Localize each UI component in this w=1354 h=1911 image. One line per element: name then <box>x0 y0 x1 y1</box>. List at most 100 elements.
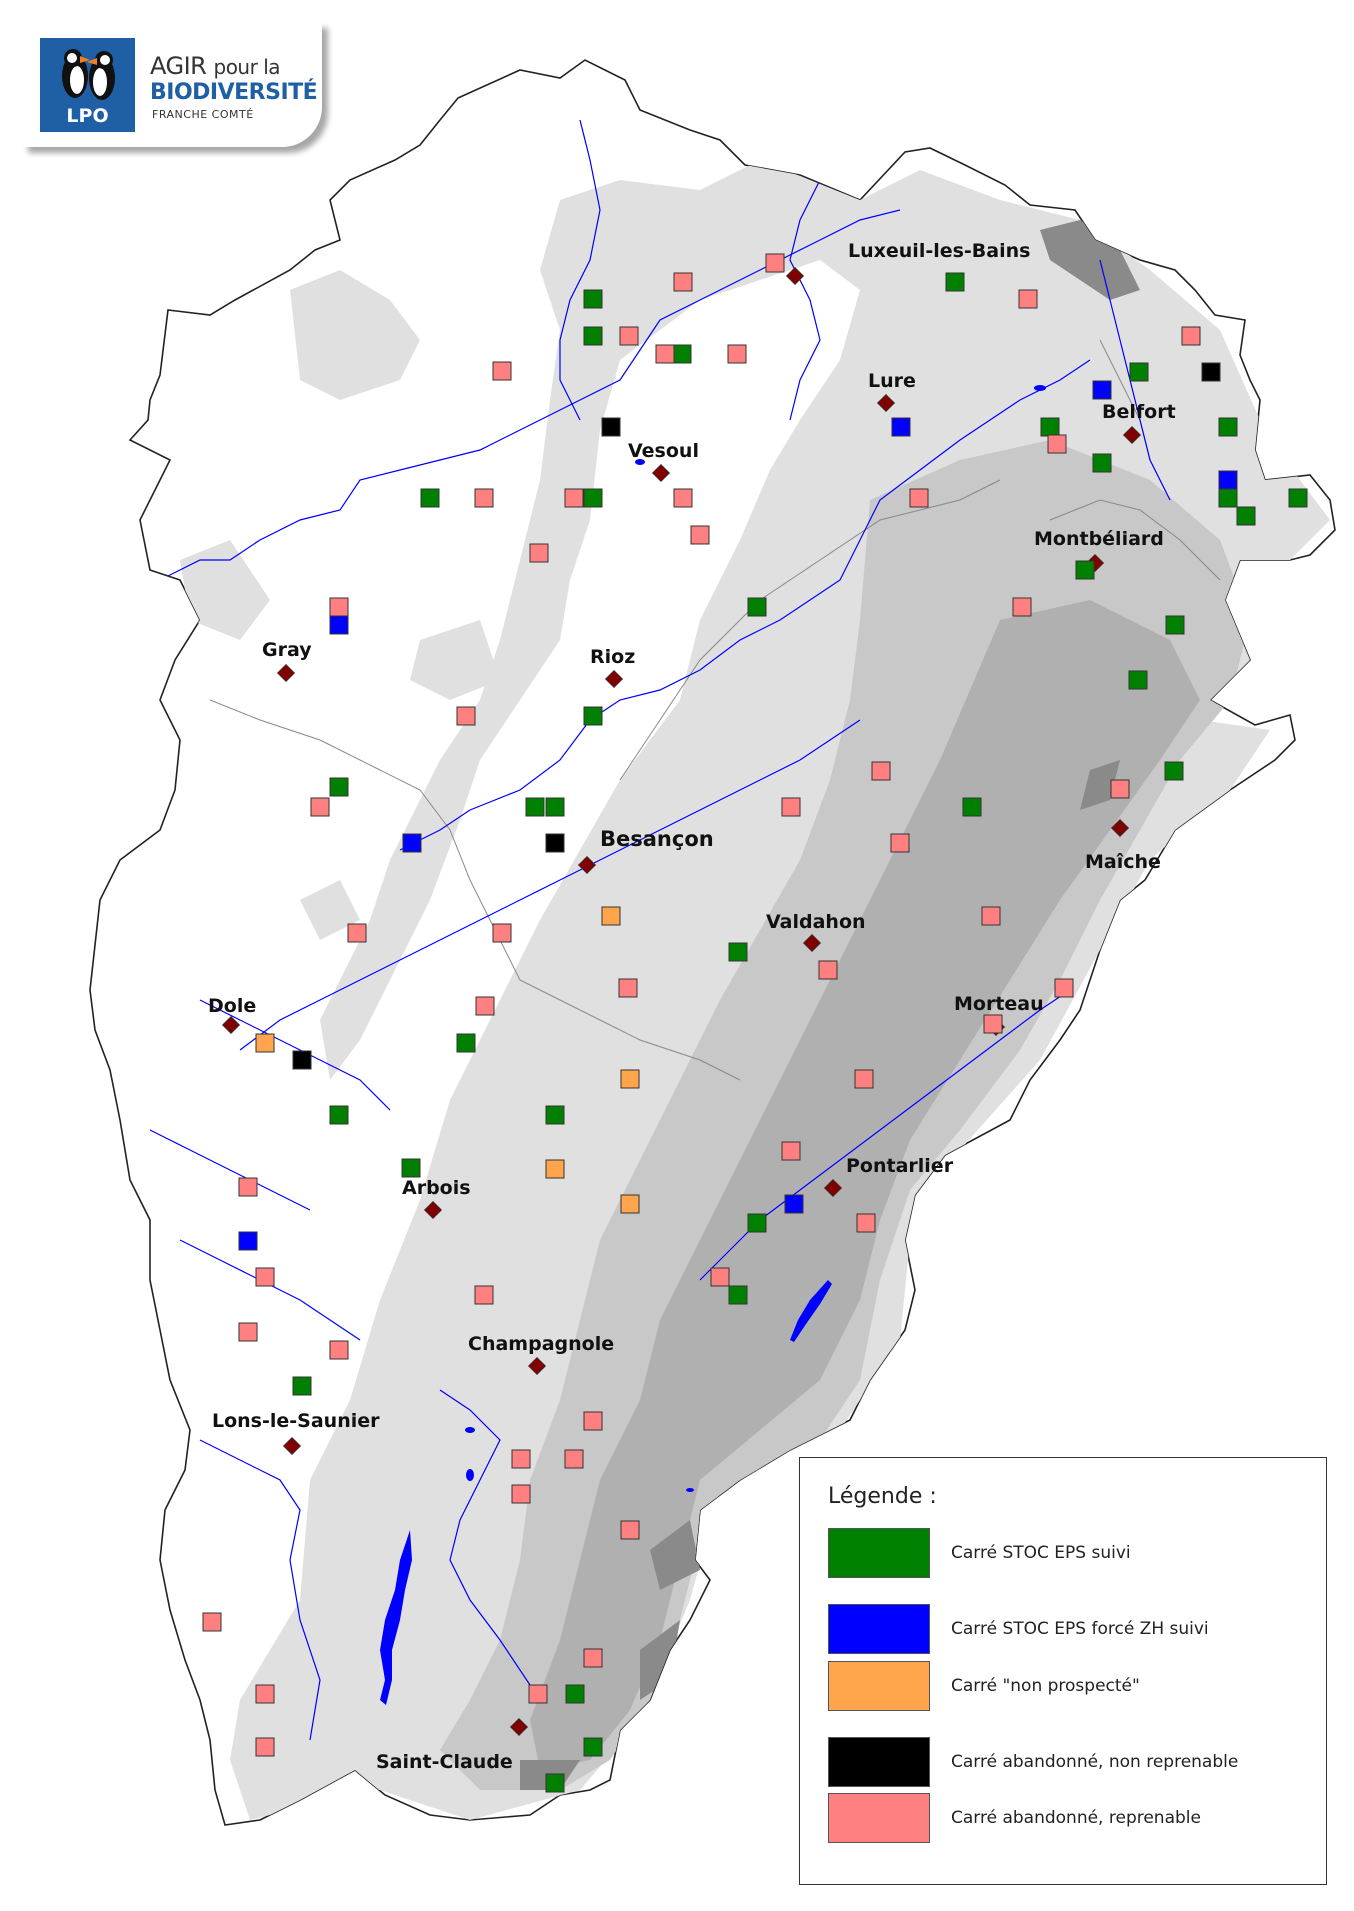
logo-biodiversite-text: BIODIVERSITÉ <box>150 80 318 105</box>
square-abandonne-rep <box>255 1737 275 1757</box>
square-suivi <box>728 942 748 962</box>
city-marker-saintclaude <box>509 1717 529 1737</box>
legend-item-force-zh: Carré STOC EPS forcé ZH suivi <box>828 1604 1308 1654</box>
square-suivi <box>583 706 603 726</box>
logo-agir-text: AGIR pour la <box>150 52 280 80</box>
square-abandonne-rep <box>1018 289 1038 309</box>
legend-title: Légende : <box>828 1484 937 1509</box>
square-suivi <box>420 488 440 508</box>
legend-label-suivi: Carré STOC EPS suivi <box>951 1543 1131 1563</box>
legend-label-abandonne-rep: Carré abandonné, reprenable <box>951 1808 1201 1828</box>
square-abandonne-rep <box>255 1684 275 1704</box>
square-abandonne-rep <box>564 1449 584 1469</box>
square-abandonne-rep <box>329 597 349 617</box>
square-non-prospecte <box>255 1033 275 1053</box>
square-suivi <box>1218 417 1238 437</box>
square-suivi <box>583 289 603 309</box>
city-label-pontarlier: Pontarlier <box>846 1155 954 1177</box>
square-abandonne-non <box>545 833 565 853</box>
city-label-morteau: Morteau <box>954 993 1044 1015</box>
square-abandonne-rep <box>347 923 367 943</box>
legend-label-abandonne-non: Carré abandonné, non reprenable <box>951 1752 1239 1772</box>
square-abandonne-rep <box>909 488 929 508</box>
square-abandonne-rep <box>981 906 1001 926</box>
square-abandonne-rep <box>727 344 747 364</box>
square-suivi <box>583 1737 603 1757</box>
square-abandonne-rep <box>818 960 838 980</box>
square-suivi <box>1075 560 1095 580</box>
city-label-maiche: Maîche <box>1085 851 1161 873</box>
city-label-arbois: Arbois <box>402 1177 471 1199</box>
city-label-gray: Gray <box>262 639 312 661</box>
square-abandonne-rep <box>1054 978 1074 998</box>
square-abandonne-rep <box>529 543 549 563</box>
square-abandonne-rep <box>329 1340 349 1360</box>
legend-label-force-zh: Carré STOC EPS forcé ZH suivi <box>951 1619 1209 1639</box>
square-abandonne-rep <box>1047 434 1067 454</box>
logo-lpo-text: LPO <box>66 105 109 127</box>
square-abandonne-rep <box>781 797 801 817</box>
square-abandonne-rep <box>983 1014 1003 1034</box>
square-suivi <box>329 1105 349 1125</box>
square-suivi <box>1128 670 1148 690</box>
city-marker-luxeuil <box>785 266 805 286</box>
legend-swatch-force-zh <box>828 1604 930 1654</box>
square-abandonne-rep <box>673 272 693 292</box>
square-suivi <box>583 488 603 508</box>
square-suivi <box>1288 488 1308 508</box>
relief-zone-1b <box>180 270 500 940</box>
square-abandonne-rep <box>1110 779 1130 799</box>
square-force-zh <box>402 833 422 853</box>
city-marker-lure <box>876 393 896 413</box>
square-suivi <box>1165 615 1185 635</box>
legend-item-abandonne-non: Carré abandonné, non reprenable <box>828 1737 1308 1787</box>
lakes <box>380 385 1046 1705</box>
city-label-vesoul: Vesoul <box>628 440 699 462</box>
square-abandonne-rep <box>238 1177 258 1197</box>
square-abandonne-non <box>1201 362 1221 382</box>
square-suivi <box>1164 761 1184 781</box>
square-suivi <box>545 1105 565 1125</box>
square-abandonne-rep <box>673 488 693 508</box>
square-abandonne-rep <box>202 1612 222 1632</box>
square-abandonne-rep <box>710 1267 730 1287</box>
square-abandonne-rep <box>492 923 512 943</box>
square-abandonne-rep <box>492 361 512 381</box>
legend-swatch-non-prospecte <box>828 1661 930 1711</box>
legend-swatch-abandonne-rep <box>828 1793 930 1843</box>
legend-label-non-prospecte: Carré "non prospecté" <box>951 1676 1140 1696</box>
square-abandonne-rep <box>475 996 495 1016</box>
city-marker-gray <box>276 663 296 683</box>
square-suivi <box>329 777 349 797</box>
square-abandonne-rep <box>583 1648 603 1668</box>
city-labels: Luxeuil-les-Bains Lure Belfort Vesoul Mo… <box>208 240 1176 1773</box>
square-force-zh <box>1218 470 1238 490</box>
square-abandonne-rep <box>619 326 639 346</box>
square-suivi <box>292 1376 312 1396</box>
city-marker-pontarlier <box>823 1178 843 1198</box>
square-abandonne-rep <box>890 833 910 853</box>
department-boundaries <box>209 339 1221 1081</box>
legend-item-non-prospecte: Carré "non prospecté" <box>828 1661 1308 1711</box>
city-label-saintclaude: Saint-Claude <box>376 1751 513 1773</box>
map-legend: Légende : Carré STOC EPS suivi Carré STO… <box>799 1457 1327 1885</box>
square-abandonne-rep <box>871 761 891 781</box>
city-marker-rioz <box>604 669 624 689</box>
city-marker-vesoul <box>651 463 671 483</box>
square-abandonne-rep <box>255 1267 275 1287</box>
square-suivi <box>545 1773 565 1793</box>
city-marker-arbois <box>423 1200 443 1220</box>
city-marker-lons <box>282 1436 302 1456</box>
puffin-icon <box>62 49 115 100</box>
legend-swatch-suivi <box>828 1528 930 1578</box>
city-label-valdahon: Valdahon <box>766 911 866 933</box>
square-suivi <box>747 1213 767 1233</box>
square-suivi <box>583 326 603 346</box>
square-abandonne-rep <box>474 1285 494 1305</box>
square-suivi <box>1040 417 1060 437</box>
city-marker-maiche <box>1110 818 1130 838</box>
city-label-besancon: Besançon <box>600 827 714 851</box>
square-abandonne-rep <box>564 488 584 508</box>
square-non-prospecte <box>620 1194 640 1214</box>
